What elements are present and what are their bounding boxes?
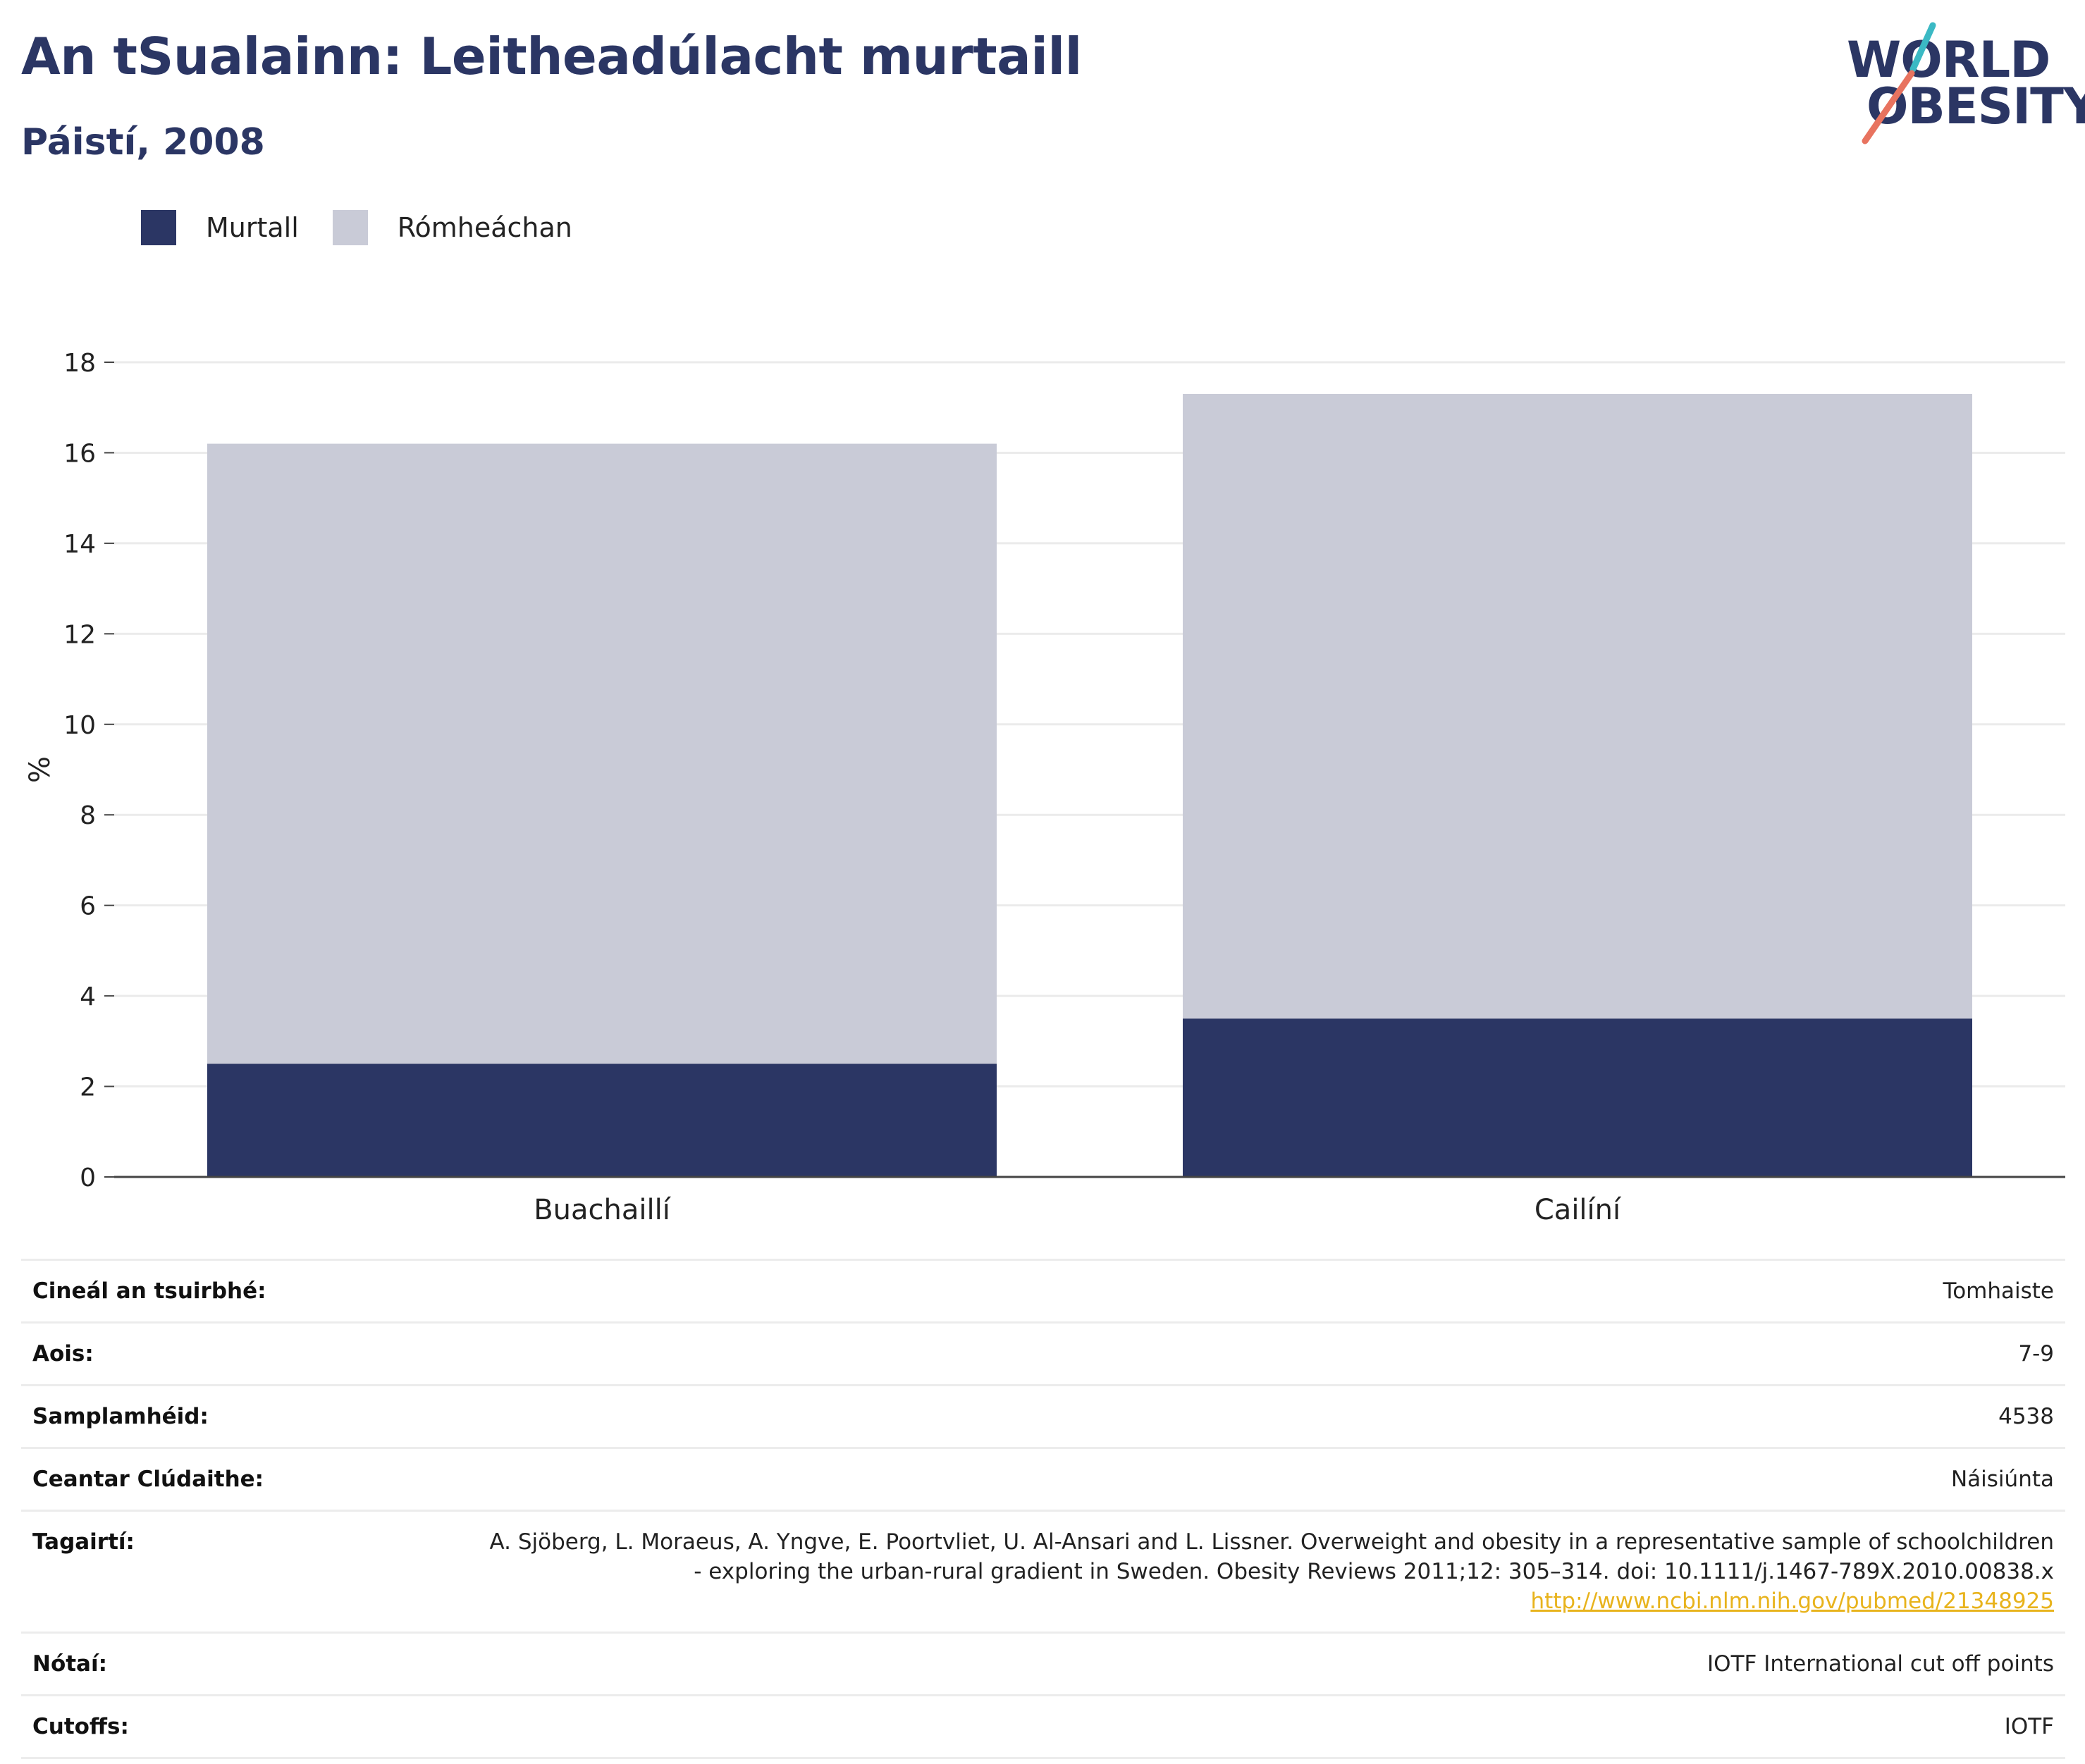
table-row: Samplamhéid: 4538 xyxy=(21,1384,2065,1449)
references-value: A. Sjöberg, L. Moraeus, A. Yngve, E. Poo… xyxy=(467,1510,2065,1634)
y-tick-label: 12 xyxy=(63,620,96,649)
table-row: Aois: 7-9 xyxy=(21,1321,2065,1386)
sample-size-value: 4538 xyxy=(467,1384,2065,1449)
bar-obese-1[interactable] xyxy=(1183,1018,1972,1177)
world-obesity-logo[interactable]: WORLD OBESITY xyxy=(1833,20,2085,147)
cutoffs-label: Cutoffs: xyxy=(21,1694,467,1759)
y-tick-label: 10 xyxy=(63,711,96,740)
y-tick-label: 14 xyxy=(63,530,96,559)
y-tick-label: 6 xyxy=(80,892,96,921)
x-tick-label: Cailíní xyxy=(1534,1194,1622,1226)
bar-chart: 0 2 4 6 8 10 12 14 16 18 Buachaillí Cailíní % xyxy=(24,349,2065,1226)
table-row: Nótaí: IOTF International cut off points xyxy=(21,1632,2065,1696)
table-row: Cutoffs: IOTF xyxy=(21,1694,2065,1759)
table-row: Ceantar Clúdaithe: Náisiúnta xyxy=(21,1447,2065,1512)
bar-obese-0[interactable] xyxy=(207,1063,997,1177)
y-axis-ticks: 0 2 4 6 8 10 12 14 16 18 xyxy=(63,349,114,1192)
survey-info-table: Cineál an tsuirbhé: Tomhaiste Aois: 7-9 … xyxy=(21,1259,2065,1759)
legend-item-overweight[interactable]: Rómheáchan xyxy=(332,210,572,245)
table-row: Tagairtí: A. Sjöberg, L. Moraeus, A. Yng… xyxy=(21,1510,2065,1634)
chart-legend: Murtall Rómheáchan xyxy=(141,210,606,245)
x-axis-ticks: Buachaillí Cailíní xyxy=(534,1194,1622,1226)
sample-size-label: Samplamhéid: xyxy=(21,1384,467,1449)
age-value: 7-9 xyxy=(467,1321,2065,1386)
legend-swatch-overweight xyxy=(332,210,368,245)
legend-label-overweight: Rómheáchan xyxy=(397,212,572,243)
logo-slash-icon xyxy=(1862,22,1936,144)
survey-type-label: Cineál an tsuirbhé: xyxy=(21,1259,467,1324)
table-row: Cineál an tsuirbhé: Tomhaiste xyxy=(21,1259,2065,1324)
references-text: A. Sjöberg, L. Moraeus, A. Yngve, E. Poo… xyxy=(489,1529,2054,1584)
survey-type-value: Tomhaiste xyxy=(467,1259,2065,1324)
y-axis-label: % xyxy=(24,756,56,783)
y-tick-label: 18 xyxy=(63,349,96,378)
notes-label: Nótaí: xyxy=(21,1632,467,1696)
chart-bars xyxy=(207,393,1972,1177)
references-link[interactable]: http://www.ncbi.nlm.nih.gov/pubmed/21348… xyxy=(1530,1589,2054,1614)
legend-swatch-obese xyxy=(141,210,176,245)
logo-line-1: WORLD xyxy=(1847,31,2050,89)
y-tick-label: 16 xyxy=(63,439,96,468)
bar-overweight-1[interactable] xyxy=(1183,393,1972,1019)
x-tick-label: Buachaillí xyxy=(534,1194,672,1226)
legend-label-obese: Murtall xyxy=(206,212,299,243)
y-tick-label: 2 xyxy=(80,1073,96,1102)
y-tick-label: 4 xyxy=(80,982,96,1011)
coverage-value: Náisiúnta xyxy=(467,1447,2065,1512)
chart-subtitle: Páistí, 2008 xyxy=(21,121,265,164)
age-label: Aois: xyxy=(21,1321,467,1386)
cutoffs-value: IOTF xyxy=(467,1694,2065,1759)
bar-overweight-0[interactable] xyxy=(207,443,997,1064)
y-tick-label: 8 xyxy=(80,801,96,830)
chart-title: An tSualainn: Leitheadúlacht murtaill xyxy=(21,27,1082,86)
coverage-label: Ceantar Clúdaithe: xyxy=(21,1447,467,1512)
legend-item-obese[interactable]: Murtall xyxy=(141,210,299,245)
y-tick-label: 0 xyxy=(80,1164,96,1192)
references-label: Tagairtí: xyxy=(21,1510,467,1634)
notes-value: IOTF International cut off points xyxy=(467,1632,2065,1696)
